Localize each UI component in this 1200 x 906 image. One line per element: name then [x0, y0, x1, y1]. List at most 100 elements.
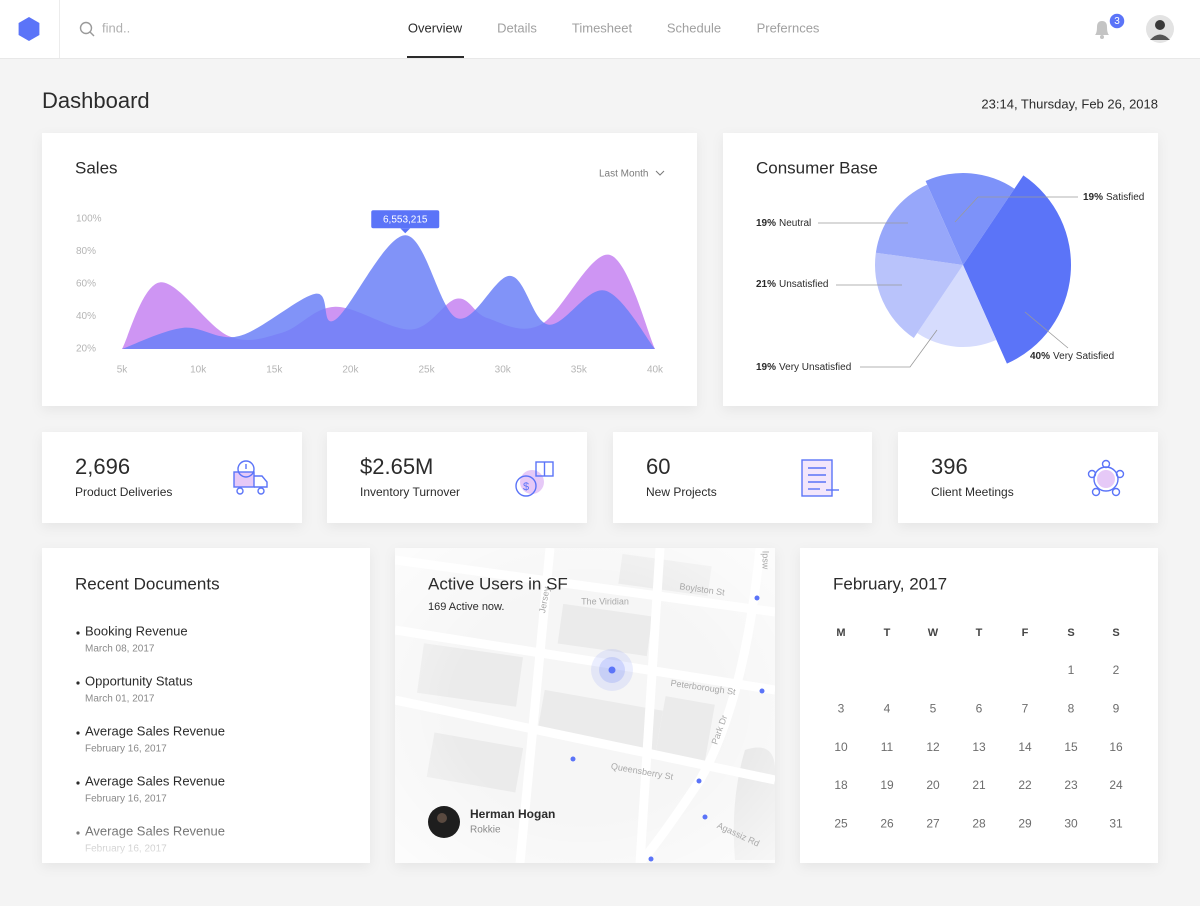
pie-leader: [954, 196, 1078, 223]
calendar-day[interactable]: 1: [1068, 663, 1075, 677]
document-name[interactable]: Opportunity Status: [85, 673, 193, 688]
user-avatar[interactable]: [1146, 15, 1174, 43]
document-name[interactable]: Booking Revenue: [85, 623, 188, 638]
calendar-day[interactable]: 25: [834, 816, 848, 830]
pie-value-label: 40%: [1030, 351, 1050, 362]
dollar-glyph: $: [523, 481, 529, 493]
pie-value-label: 19%: [756, 218, 776, 229]
pie-slice: [917, 265, 997, 347]
calendar-day[interactable]: 14: [1018, 740, 1032, 754]
active-user-avatar[interactable]: [428, 806, 460, 838]
y-tick-label: 80%: [76, 246, 96, 257]
nav-tab[interactable]: Details: [497, 20, 537, 35]
calendar-day[interactable]: 26: [880, 816, 894, 830]
document-date: March 08, 2017: [85, 644, 155, 655]
pie-category: Very Satisfied: [1053, 351, 1114, 362]
pie-label: 21% Unsatisfied: [756, 279, 828, 290]
turnover-icon: $: [515, 461, 554, 497]
calendar-day[interactable]: 4: [884, 701, 891, 715]
stat-label: Product Deliveries: [75, 485, 172, 499]
document-name[interactable]: Average Sales Revenue: [85, 723, 225, 738]
calendar-day[interactable]: 10: [834, 740, 848, 754]
stat-value: 2,696: [75, 454, 130, 479]
pie-category: Satisfied: [1106, 192, 1144, 203]
document-date: February 16, 2017: [85, 744, 167, 755]
pie-leader: [1024, 311, 1069, 349]
y-tick-label: 20%: [76, 344, 96, 355]
tooltip-box: [371, 210, 440, 229]
documents-card: [42, 548, 370, 863]
calendar-day[interactable]: 11: [881, 740, 894, 754]
user-location-pulse[interactable]: [591, 649, 633, 691]
weekday-label: T: [976, 627, 983, 639]
pie-slice: [875, 184, 963, 265]
calendar-day[interactable]: 5: [930, 701, 937, 715]
calendar-day[interactable]: 29: [1018, 816, 1032, 830]
calendar-day[interactable]: 6: [976, 701, 983, 715]
calendar-day[interactable]: 31: [1109, 816, 1123, 830]
calendar-day[interactable]: 8: [1068, 701, 1075, 715]
stat-label: Inventory Turnover: [360, 485, 460, 499]
x-tick-label: 15k: [266, 365, 283, 376]
calendar-day[interactable]: 21: [972, 778, 986, 792]
sales-title: Sales: [75, 158, 118, 177]
pie-slice: [875, 252, 963, 338]
consumer-title: Consumer Base: [756, 158, 878, 177]
nav-tab[interactable]: Timesheet: [572, 20, 633, 35]
pie-category: Very Unsatisfied: [779, 362, 851, 373]
stat-card: [42, 432, 302, 523]
x-tick-label: 35k: [571, 365, 588, 376]
pie-category: Unsatisfied: [779, 279, 828, 290]
nav-tab[interactable]: Prefernces: [757, 20, 820, 35]
calendar-day[interactable]: 7: [1022, 701, 1029, 715]
calendar-day[interactable]: 13: [972, 740, 986, 754]
stat-label: Client Meetings: [931, 485, 1014, 499]
x-tick-label: 10k: [190, 365, 207, 376]
search-icon: [79, 21, 95, 37]
bullet: [76, 731, 80, 735]
calendar-day[interactable]: 30: [1064, 816, 1078, 830]
calendar-day[interactable]: 22: [1018, 778, 1032, 792]
pie-slice: [963, 175, 1071, 364]
map[interactable]: [395, 548, 775, 863]
weekday-label: F: [1022, 627, 1029, 639]
x-tick-label: 40k: [647, 365, 664, 376]
sales-filter[interactable]: Last Month: [599, 169, 648, 180]
nav-tab[interactable]: Overview: [408, 20, 463, 35]
logo[interactable]: [18, 17, 40, 41]
x-tick-label: 30k: [495, 365, 512, 376]
document-date: March 01, 2017: [85, 694, 155, 705]
stat-value: $2.65M: [360, 454, 433, 479]
calendar-day[interactable]: 20: [926, 778, 940, 792]
sales-area: [122, 235, 655, 349]
nav-tab[interactable]: Schedule: [667, 20, 721, 35]
calendar-day[interactable]: 12: [926, 740, 940, 754]
notification-bell[interactable]: [1095, 12, 1126, 39]
calendar-day[interactable]: 23: [1064, 778, 1078, 792]
pie-label: 19% Satisfied: [1083, 192, 1144, 203]
calendar-day[interactable]: 28: [972, 816, 986, 830]
active-tab-underline: [407, 56, 464, 58]
calendar-day[interactable]: 18: [834, 778, 848, 792]
calendar-day[interactable]: 2: [1113, 663, 1120, 677]
document-name[interactable]: Average Sales Revenue: [85, 773, 225, 788]
calendar-day[interactable]: 19: [880, 778, 894, 792]
street-label: Jersey: [537, 585, 552, 613]
projects-icon: [801, 459, 839, 497]
delivery-icon: [233, 460, 268, 495]
calendar-day[interactable]: 9: [1113, 701, 1120, 715]
street-label: The Viridian: [581, 596, 629, 606]
calendar-title: February, 2017: [833, 574, 947, 593]
filter-chevron[interactable]: [655, 170, 665, 176]
pie-label: 19% Very Unsatisfied: [756, 362, 851, 373]
stat-card: [327, 432, 587, 523]
weekday-label: S: [1067, 627, 1074, 639]
calendar-day[interactable]: 3: [838, 701, 845, 715]
calendar-day[interactable]: 27: [926, 816, 940, 830]
calendar-day[interactable]: 24: [1109, 778, 1123, 792]
calendar-day[interactable]: 16: [1109, 740, 1123, 754]
calendar-day[interactable]: 15: [1064, 740, 1078, 754]
search-input[interactable]: find..: [102, 20, 130, 35]
weekday-label: S: [1112, 627, 1119, 639]
